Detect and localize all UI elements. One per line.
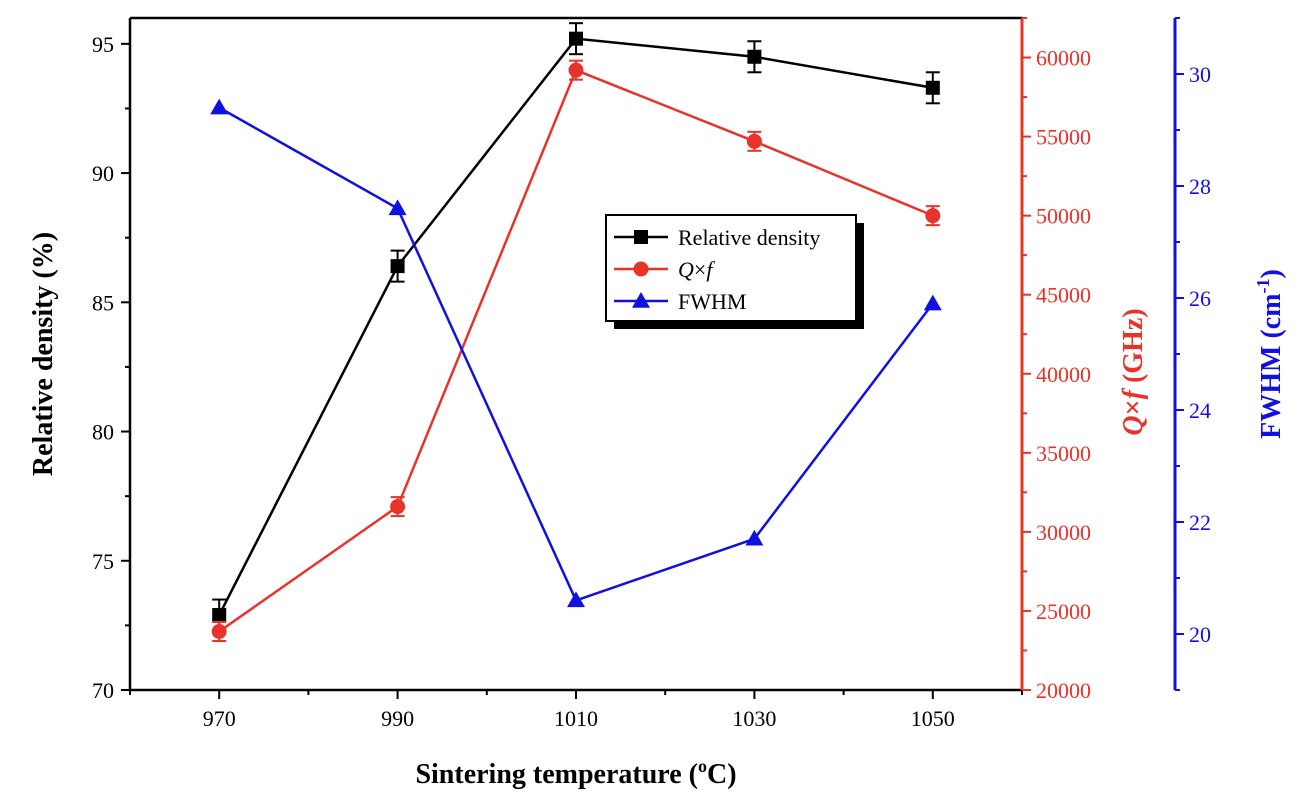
qf-tick-label: 30000 — [1036, 520, 1091, 545]
data-point-triangle — [567, 591, 585, 608]
series-0 — [212, 22, 940, 632]
left-tick-label: 75 — [92, 549, 114, 574]
data-point-circle — [211, 623, 227, 639]
x-tick-label: 1050 — [911, 706, 955, 731]
data-point-triangle — [210, 98, 229, 115]
series-2 — [210, 98, 942, 608]
left-tick-label: 90 — [92, 161, 114, 186]
data-point-square — [569, 31, 583, 46]
qf-tick-label: 50000 — [1036, 204, 1091, 229]
x-axis-label: Sintering temperature (oC) — [415, 756, 736, 790]
data-point-square — [925, 80, 940, 95]
data-point-square — [747, 49, 762, 64]
fwhm-tick-label: 20 — [1189, 622, 1211, 647]
left-tick-label: 70 — [92, 678, 114, 703]
data-point-circle — [925, 208, 941, 224]
fwhm-tick-label: 28 — [1189, 174, 1211, 199]
x-tick-label: 1030 — [732, 706, 776, 731]
axes-layer: 970 990 1010 1030 1050 70 75 80 85 90 95 20000 25000… — [28, 16, 1287, 790]
qf-tick-label: 35000 — [1036, 441, 1091, 466]
data-point-circle — [633, 261, 649, 277]
qf-tick-label: 25000 — [1036, 599, 1091, 624]
legend-label: FWHM — [678, 289, 746, 314]
data-point-circle — [568, 62, 584, 78]
x-tick-label: 990 — [381, 706, 414, 731]
x-tick-label: 1010 — [554, 706, 598, 731]
left-tick-label: 95 — [92, 32, 114, 57]
fwhm-tick-label: 30 — [1189, 62, 1211, 87]
fwhm-tick-label: 24 — [1189, 398, 1211, 423]
fwhm-tick-label: 22 — [1189, 510, 1211, 535]
qf-y-axis-label: Q×f (GHz) — [1118, 308, 1149, 435]
data-point-square — [634, 230, 648, 244]
qf-tick-label: 55000 — [1036, 125, 1091, 150]
data-point-triangle — [632, 292, 650, 308]
series-layer — [210, 22, 942, 642]
data-point-triangle — [388, 199, 407, 216]
fwhm-y-axis-label: FWHM (cm-1) — [1253, 269, 1287, 439]
data-point-circle — [390, 499, 406, 515]
qf-tick-label: 45000 — [1036, 283, 1091, 308]
series-line — [218, 106, 934, 602]
data-point-triangle — [745, 529, 764, 546]
left-y-axis-label: Relative density (%) — [28, 232, 59, 476]
qf-tick-label: 40000 — [1036, 362, 1091, 387]
series-line — [218, 68, 934, 633]
left-tick-label: 80 — [92, 420, 114, 445]
left-tick-label: 85 — [92, 290, 114, 315]
data-point-circle — [746, 133, 762, 149]
data-point-triangle — [923, 294, 942, 311]
legend-label: Q×f — [678, 257, 715, 282]
qf-tick-label: 60000 — [1036, 46, 1091, 71]
legend-label: Relative density — [678, 225, 820, 250]
qf-tick-label: 20000 — [1036, 678, 1091, 703]
legend: Relative density Q×f FWHM — [605, 214, 864, 329]
x-tick-label: 970 — [203, 706, 236, 731]
fwhm-tick-label: 26 — [1189, 286, 1211, 311]
series-1 — [211, 59, 941, 642]
data-point-square — [390, 259, 405, 274]
data-point-square — [212, 608, 227, 623]
